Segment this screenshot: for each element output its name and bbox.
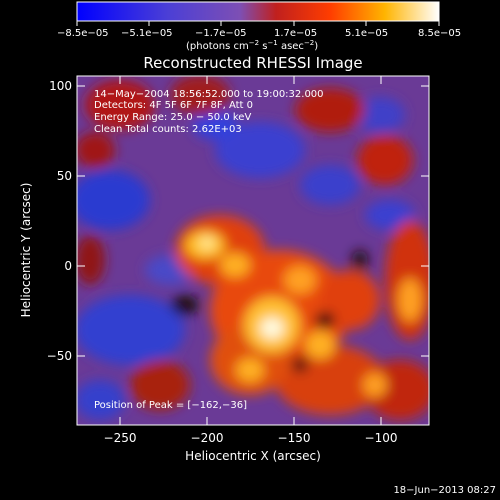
- y-axis-label: Heliocentric Y (arcsec): [19, 183, 33, 318]
- x-tick-label: −250: [104, 431, 137, 445]
- colorbar-tick-label: 1.7e−05: [274, 28, 317, 39]
- y-tick-label: 100: [49, 79, 72, 93]
- colorbar-tick-label: −1.7e−05: [195, 28, 247, 39]
- colorbar-gradient: [76, 1, 440, 22]
- annotation-time-range: 14−May−2004 18:56:52.000 to 19:00:32.000: [94, 89, 324, 100]
- colorbar-tick-label: −5.1e−05: [121, 28, 173, 39]
- plot-title: Reconstructed RHESSI Image: [143, 54, 362, 72]
- colorbar: −8.5e−05 −5.1e−05 −1.7e−05 1.7e−05 5.1e−…: [57, 1, 461, 52]
- x-tick-label: −200: [191, 431, 224, 445]
- y-tick-label: 0: [64, 259, 72, 273]
- x-tick-label: −150: [278, 431, 311, 445]
- rhessi-image: [77, 76, 429, 425]
- colorbar-tick-label: 5.1e−05: [345, 28, 388, 39]
- plot-frame: [76, 75, 430, 426]
- y-tick-label: 50: [57, 169, 72, 183]
- colorbar-tick-label: 8.5e−05: [418, 28, 461, 39]
- colorbar-tick-label: −8.5e−05: [57, 28, 109, 39]
- y-tick-label: −50: [47, 349, 72, 363]
- x-ticks: [119, 76, 382, 425]
- annotation-detectors: Detectors: 4F 5F 6F 7F 8F, Att 0: [94, 100, 253, 111]
- y-ticks: [77, 85, 429, 357]
- annotation-clean-counts: Clean Total counts: 2.62E+03: [94, 124, 242, 135]
- x-tick-label: −100: [365, 431, 398, 445]
- annotations: 14−May−2004 18:56:52.000 to 19:00:32.000…: [94, 89, 324, 411]
- timestamp: 18−Jun−2013 08:27: [393, 485, 496, 496]
- annotation-peak-position: Position of Peak = [−162,−36]: [94, 400, 247, 411]
- colorbar-unit-label: (photons cm−2 s−1 asec−2): [186, 39, 318, 52]
- x-axis-label: Heliocentric X (arcsec): [185, 449, 321, 463]
- annotation-energy-range: Energy Range: 25.0 − 50.0 keV: [94, 112, 251, 123]
